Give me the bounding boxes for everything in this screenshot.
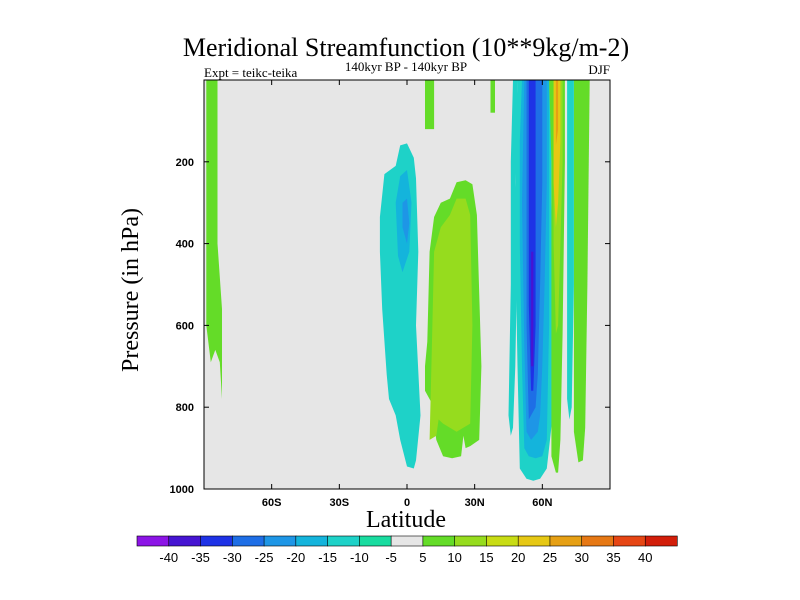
contour-region-8 xyxy=(508,80,518,436)
colorbar-label-10: 15 xyxy=(479,550,493,565)
colorbar-swatch-14 xyxy=(581,535,615,547)
y-axis-ticks: 200 400 600 800 1000 xyxy=(170,157,610,496)
x-axis-label: Latitude xyxy=(366,507,446,533)
colorbar-label-13: 30 xyxy=(574,550,588,565)
colorbar-label-12: 25 xyxy=(543,550,557,565)
colorbar-swatch-8 xyxy=(390,535,424,547)
contour-region-7 xyxy=(490,80,495,113)
colorbar-swatch-15 xyxy=(613,535,646,547)
colorbar-swatch-6 xyxy=(327,535,360,547)
colorbar-swatch-12 xyxy=(517,535,551,547)
y-tick-label-2: 600 xyxy=(176,320,194,332)
colorbar-swatch-7 xyxy=(359,535,392,547)
chart-subtitle-right: DJF xyxy=(588,62,610,77)
colorbar-label-4: -20 xyxy=(286,550,305,565)
contour-region-20 xyxy=(567,80,574,420)
chart-subtitle-left: Expt = teikc-teika xyxy=(204,65,297,80)
contour-regions xyxy=(206,80,590,481)
colorbar-swatch-11 xyxy=(486,535,519,547)
colorbar-swatch-1 xyxy=(168,535,202,547)
contour-region-0 xyxy=(206,80,222,399)
x-axis-ticks: 60S 30S 0 30N 60N xyxy=(262,80,552,509)
colorbar-label-1: -35 xyxy=(191,550,210,565)
y-axis-label: Pressure (in hPa) xyxy=(118,208,144,372)
x-tick-label-2: 0 xyxy=(404,497,410,509)
x-tick-label-4: 60N xyxy=(532,497,552,509)
contour-region-13 xyxy=(528,80,536,391)
contour-region-4 xyxy=(425,80,435,130)
x-tick-label-1: 30S xyxy=(330,497,350,509)
colorbar-swatch-16 xyxy=(644,535,678,547)
contour-region-18 xyxy=(555,80,559,146)
colorbar-label-14: 35 xyxy=(606,550,620,565)
contour-region-17 xyxy=(553,80,561,228)
y-tick-label-3: 800 xyxy=(176,402,194,414)
contour-region-14 xyxy=(531,251,534,367)
colorbar-label-9: 10 xyxy=(447,550,461,565)
y-tick-label-1: 400 xyxy=(176,239,194,251)
colorbar-swatch-4 xyxy=(263,535,297,547)
colorbar-label-2: -30 xyxy=(223,550,242,565)
colorbar-label-11: 20 xyxy=(511,550,525,565)
colorbar: -40 -35 -30 -25 -20 -15 -10 -5 5 10 15 20 25 30 35 40 xyxy=(136,535,678,565)
chart-title: Meridional Streamfunction (10**9kg/m-2) xyxy=(183,33,629,62)
colorbar-label-0: -40 xyxy=(159,550,178,565)
colorbar-label-7: -5 xyxy=(385,550,397,565)
colorbar-swatch-3 xyxy=(231,535,265,547)
colorbar-swatch-5 xyxy=(295,535,329,547)
colorbar-swatch-0 xyxy=(136,535,170,547)
colorbar-label-5: -15 xyxy=(318,550,337,565)
colorbar-label-6: -10 xyxy=(350,550,369,565)
colorbar-swatch-2 xyxy=(200,535,233,547)
y-tick-label-4: 1000 xyxy=(170,484,194,496)
x-tick-label-0: 60S xyxy=(262,497,282,509)
colorbar-swatch-13 xyxy=(549,535,583,547)
colorbar-label-3: -25 xyxy=(255,550,274,565)
colorbar-swatch-9 xyxy=(422,535,456,547)
chart-subtitle-center: 140kyr BP - 140kyr BP xyxy=(345,59,467,74)
contour-region-3 xyxy=(402,198,410,244)
y-tick-label-0: 200 xyxy=(176,157,194,169)
colorbar-label-15: 40 xyxy=(638,550,652,565)
contour-region-6 xyxy=(429,198,473,440)
x-tick-label-3: 30N xyxy=(465,497,485,509)
contour-region-19 xyxy=(573,80,590,463)
colorbar-label-8: 5 xyxy=(419,550,426,565)
plot-area: 60S 30S 0 30N 60N 200 400 600 800 1000 xyxy=(170,79,611,509)
colorbar-swatch-10 xyxy=(454,535,488,547)
